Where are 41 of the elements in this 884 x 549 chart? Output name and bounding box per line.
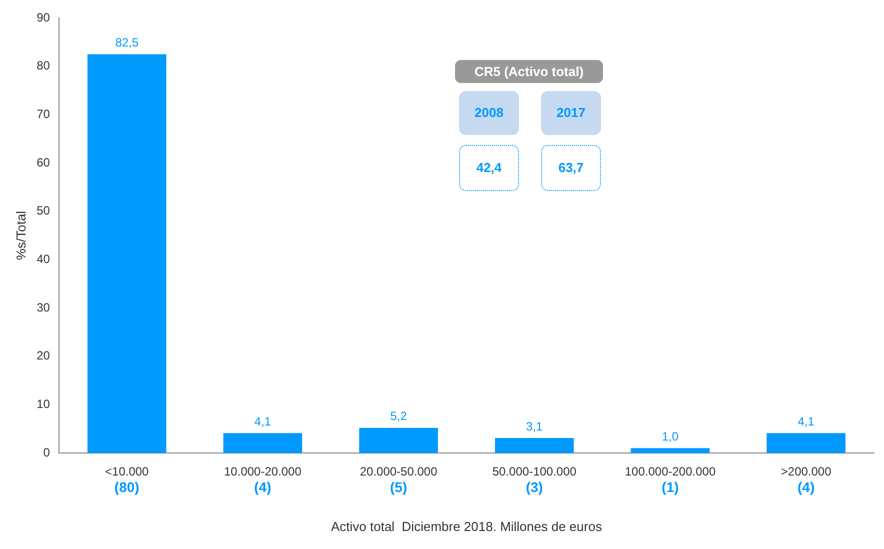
text: (1) bbox=[662, 478, 679, 495]
text: (3) bbox=[526, 478, 543, 495]
data-label: 5,2 bbox=[390, 409, 408, 424]
y-tick-label: 80 bbox=[36, 58, 50, 73]
data-label: 4,1 bbox=[798, 414, 815, 428]
annotation: 42,4 bbox=[459, 145, 519, 191]
y-tick-label: 70 bbox=[36, 106, 50, 121]
data-label: 1,0 bbox=[662, 429, 679, 444]
y-tick-label: 60 bbox=[36, 155, 50, 170]
y-tick-label: 0 bbox=[43, 445, 50, 460]
y-tick-label: 20 bbox=[36, 348, 50, 363]
x-tick-label: 10.000-20.000 bbox=[224, 464, 302, 479]
x-tick-label: 100.000-200.000 bbox=[624, 464, 716, 479]
bar bbox=[87, 54, 166, 453]
y-tick-label: 10 bbox=[36, 396, 50, 411]
text: (4) bbox=[798, 478, 815, 495]
bar bbox=[223, 433, 302, 453]
annotation: 2017 bbox=[541, 91, 601, 135]
y-axis-title: %s/Total bbox=[13, 210, 28, 260]
x-tick-label: 50.000-100.000 bbox=[492, 464, 577, 479]
data-label: 4,1 bbox=[254, 414, 272, 428]
text: (80) bbox=[114, 478, 140, 495]
x-axis-title: Activo total Diciembre 2018. Millones de euros bbox=[330, 518, 602, 534]
bar bbox=[766, 433, 846, 453]
x-tick-label: 20.000-50.000 bbox=[360, 464, 438, 479]
data-label: 82,5 bbox=[115, 36, 139, 50]
annotation: CR5 (Activo total) bbox=[455, 60, 603, 83]
bar bbox=[359, 428, 438, 453]
annotation: 63,7 bbox=[541, 145, 601, 191]
x-tick-label: >200.000 bbox=[780, 464, 832, 479]
text: (4) bbox=[254, 478, 272, 495]
bar bbox=[495, 438, 574, 453]
y-tick-label: 50 bbox=[36, 204, 50, 218]
text: (5) bbox=[390, 478, 408, 495]
bar bbox=[630, 448, 710, 453]
x-tick-label: <10.000 bbox=[105, 464, 150, 479]
annotation: 2008 bbox=[459, 91, 519, 135]
data-label: 3,1 bbox=[526, 419, 544, 434]
y-tick-label: 90 bbox=[36, 10, 50, 24]
y-tick-label: 40 bbox=[36, 252, 50, 266]
y-tick-label: 30 bbox=[36, 300, 50, 314]
